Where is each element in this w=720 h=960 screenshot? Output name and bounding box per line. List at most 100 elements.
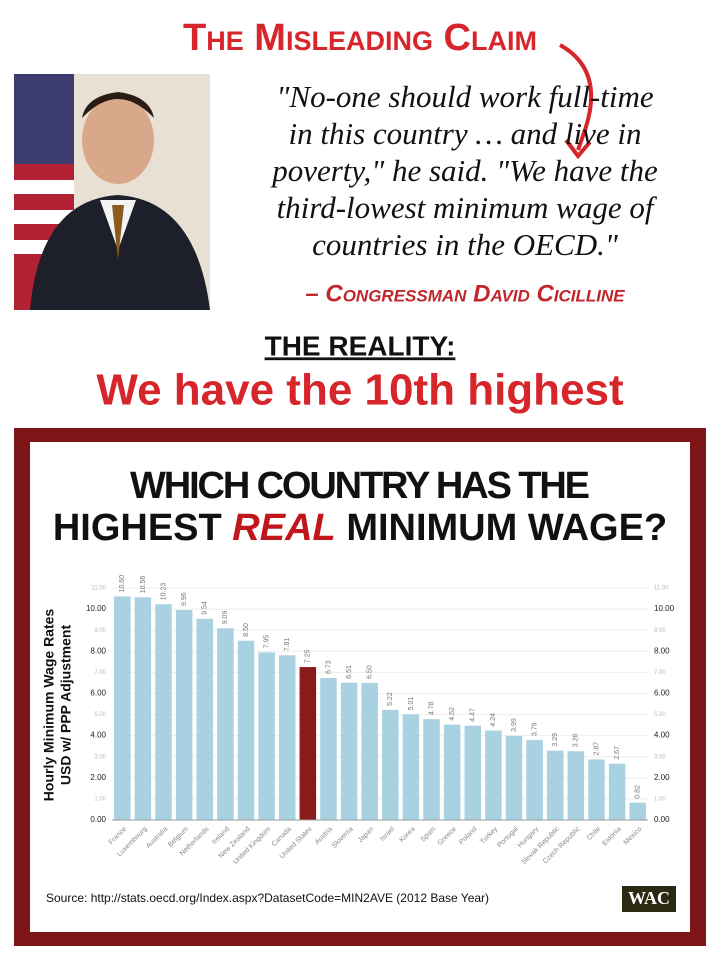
bar [402, 714, 420, 820]
value-label: 7.95 [263, 635, 270, 649]
value-label: 10.60 [119, 575, 126, 593]
value-label: 10.23 [160, 583, 167, 601]
value-label: 4.47 [470, 708, 477, 722]
value-label: 4.78 [428, 701, 435, 715]
y-tick-label: 2.00 [90, 773, 106, 782]
y-tick-label-right: 8.00 [654, 646, 670, 655]
bar [278, 655, 296, 820]
value-label: 2.67 [614, 746, 621, 760]
value-label: 10.56 [140, 576, 147, 594]
bar [237, 640, 255, 820]
y-tick-label: 7.00 [94, 670, 106, 676]
bar [114, 596, 131, 820]
y-tick-label-right: 10.00 [654, 604, 675, 613]
bar [629, 802, 646, 820]
title-emphasis: REAL [232, 507, 335, 549]
value-label: 2.87 [593, 742, 600, 756]
value-label: 9.09 [222, 611, 229, 625]
bar [258, 652, 275, 820]
y-tick-label: 3.00 [94, 754, 106, 760]
bar [588, 759, 605, 820]
arrow [559, 43, 594, 151]
portrait [14, 74, 210, 310]
value-label: 6.73 [325, 660, 332, 674]
y-tick-label: 9.00 [94, 628, 106, 634]
y-tick-label: 0.00 [90, 815, 106, 824]
chart-title: WHICH COUNTRY HAS THE [130, 465, 590, 507]
bar [217, 628, 234, 820]
value-label: 0.82 [635, 785, 642, 799]
y-tick-label-right: 11.00 [654, 586, 669, 592]
bar [155, 604, 172, 820]
logo-box [622, 886, 676, 912]
reality-label: THE REALITY: [265, 330, 456, 361]
y-tick-label-right: 9.00 [654, 628, 666, 634]
y-tick-label-right: 6.00 [654, 689, 670, 698]
value-label: 6.51 [346, 665, 353, 679]
bar [196, 618, 214, 820]
y-label: USD w/ PPP Adjustment [58, 625, 74, 786]
y-tick-label: 1.00 [94, 796, 106, 802]
y-tick-label: 8.00 [90, 646, 106, 655]
bar [134, 597, 152, 820]
bar [505, 735, 523, 820]
bar [608, 763, 626, 820]
quote-line: poverty," he said. "We have the [270, 153, 658, 188]
quote-line: third-lowest minimum wage of [277, 190, 658, 225]
y-tick-label-right: 4.00 [654, 731, 670, 740]
source: Source: http://stats.oecd.org/Index.aspx… [46, 891, 489, 905]
bar [361, 682, 378, 820]
value-label: 7.25 [305, 649, 312, 663]
value-label: 5.22 [387, 692, 394, 706]
value-label: 3.29 [552, 733, 559, 747]
title-part: MINIMUM WAGE? [346, 507, 667, 549]
reality: We have the 10th highest [96, 366, 624, 415]
quote-line: in this country … and live in [288, 116, 641, 151]
bar [340, 682, 358, 820]
y-tick-label: 5.00 [94, 712, 106, 718]
bar [320, 678, 337, 820]
y-tick-label-right: 5.00 [654, 712, 666, 718]
value-label: 3.99 [511, 718, 518, 732]
value-label: 4.24 [490, 713, 497, 727]
value-label: 7.81 [284, 638, 291, 652]
y-tick-label-right: 2.00 [654, 773, 670, 782]
value-label: 9.96 [181, 592, 188, 606]
value-label: 6.50 [367, 665, 374, 679]
y-tick-label: 6.00 [90, 689, 106, 698]
chart-title-2: HIGHEST REAL MINIMUM WAGE? [53, 507, 667, 549]
y-tick-label-right: 3.00 [654, 754, 666, 760]
arrow-head [564, 138, 592, 160]
y-tick-label: 10.00 [86, 604, 107, 613]
bar [485, 730, 502, 820]
value-label: 4.52 [449, 707, 456, 721]
value-label: 9.54 [202, 601, 209, 615]
bar [423, 719, 440, 820]
y-tick-label-right: 0.00 [654, 815, 670, 824]
title-part: HIGHEST [53, 507, 222, 549]
bar [443, 724, 461, 820]
bar [567, 751, 585, 820]
value-label: 3.26 [573, 734, 580, 748]
logo: WAC [628, 888, 670, 908]
value-label: 3.79 [531, 722, 538, 736]
bar [526, 740, 543, 820]
y-tick-label-right: 7.00 [654, 670, 666, 676]
attribution: – Congressman David Cicilline [305, 280, 625, 307]
value-label: 8.50 [243, 623, 250, 637]
value-label: 5.01 [408, 697, 415, 711]
bar [382, 709, 399, 820]
bar [464, 725, 482, 820]
bar [546, 750, 564, 820]
quote-line: countries in the OECD." [312, 227, 619, 262]
bar [299, 667, 317, 820]
y-tick-label: 11.00 [91, 586, 106, 592]
quote-line: "No-one should work full-time [276, 79, 653, 114]
bar [175, 609, 193, 820]
y-tick-label-right: 1.00 [654, 796, 666, 802]
y-tick-label: 4.00 [90, 731, 106, 740]
header-title: The Misleading Claim [183, 17, 537, 59]
y-label: Hourly Minimum Wage Rates [41, 609, 57, 802]
